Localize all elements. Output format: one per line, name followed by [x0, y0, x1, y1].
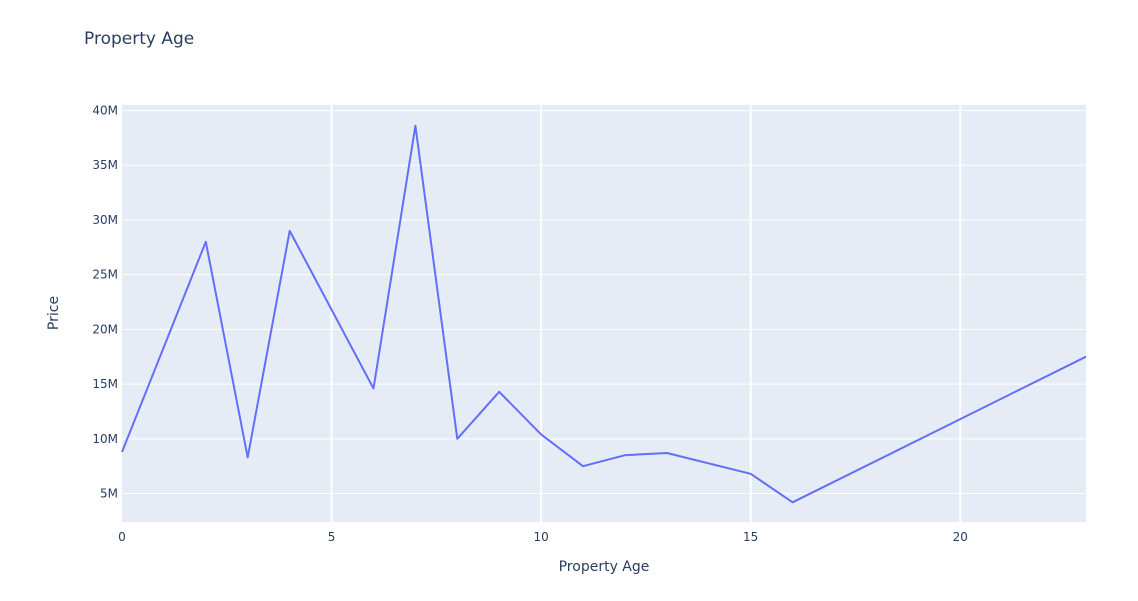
- plot-area: [122, 105, 1086, 522]
- x-tick-label: 5: [328, 530, 336, 544]
- chart-title: Property Age: [84, 29, 194, 49]
- x-axis-title: Property Age: [559, 559, 650, 575]
- data-point[interactable]: [661, 447, 673, 459]
- data-point[interactable]: [242, 451, 254, 463]
- x-tick-label: 20: [953, 530, 968, 544]
- data-point[interactable]: [493, 386, 505, 398]
- data-point[interactable]: [367, 382, 379, 394]
- data-point[interactable]: [116, 446, 128, 458]
- y-tick-label: 15M: [92, 377, 118, 391]
- y-tick-label: 30M: [92, 213, 118, 227]
- data-point[interactable]: [451, 433, 463, 445]
- data-point[interactable]: [284, 225, 296, 237]
- data-point[interactable]: [535, 428, 547, 440]
- series-layer: [116, 120, 1092, 508]
- y-tick-label: 35M: [92, 158, 118, 172]
- y-tick-label: 20M: [92, 322, 118, 336]
- y-tick-label: 25M: [92, 268, 118, 282]
- y-axis-ticks: 5M 10M 15M 20M 25M 30M 35M 40M: [92, 103, 118, 500]
- x-tick-label: 10: [533, 530, 548, 544]
- y-tick-label: 40M: [92, 103, 118, 117]
- data-point[interactable]: [577, 460, 589, 472]
- data-point[interactable]: [409, 120, 421, 132]
- x-tick-label: 15: [743, 530, 758, 544]
- series-line: [121, 124, 1087, 504]
- y-tick-label: 10M: [92, 432, 118, 446]
- y-tick-label: 5M: [100, 487, 118, 501]
- y-axis-title: Price: [46, 296, 62, 330]
- data-point[interactable]: [787, 496, 799, 508]
- x-axis-ticks: 0 5 10 15 20: [118, 530, 968, 544]
- gridlines: [122, 105, 1086, 522]
- data-point[interactable]: [200, 236, 212, 248]
- x-tick-label: 0: [118, 530, 126, 544]
- data-point[interactable]: [745, 468, 757, 480]
- data-point[interactable]: [619, 449, 631, 461]
- data-point[interactable]: [1080, 351, 1092, 363]
